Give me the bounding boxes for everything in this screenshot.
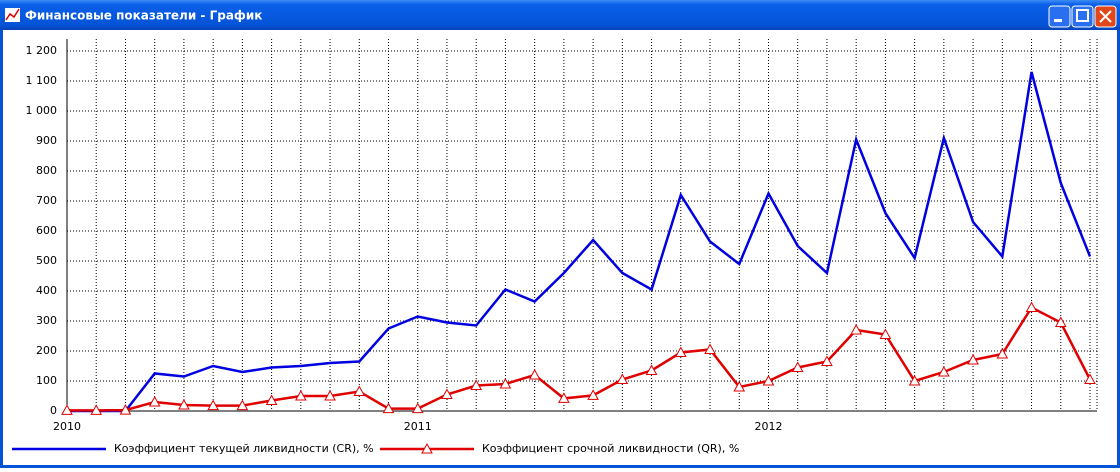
legend-label: Коэффициент текущей ликвидности (CR), % — [114, 442, 374, 455]
point-marker — [528, 368, 541, 380]
y-tick-label: 1 200 — [26, 44, 58, 57]
point-marker — [587, 389, 599, 400]
point-marker — [236, 399, 249, 411]
y-tick-label: 200 — [36, 344, 57, 357]
point-marker — [1084, 373, 1096, 384]
y-tick-label: 1 000 — [26, 104, 58, 117]
point-marker — [938, 365, 950, 377]
point-marker — [558, 392, 570, 403]
point-marker — [382, 402, 395, 414]
x-tick-label: 2010 — [53, 420, 81, 433]
point-marker — [61, 404, 73, 415]
point-marker — [148, 395, 161, 407]
y-tick-label: 900 — [36, 134, 57, 147]
y-tick-label: 300 — [36, 314, 57, 327]
point-marker — [411, 402, 424, 414]
y-tick-label: 600 — [36, 224, 57, 237]
point-marker — [733, 380, 746, 392]
point-marker — [470, 379, 483, 390]
x-tick-label: 2011 — [404, 420, 432, 433]
point-marker — [967, 353, 979, 365]
point-marker — [90, 404, 103, 415]
window-title: Финансовые показатели - График — [25, 9, 262, 23]
y-tick-label: 700 — [36, 194, 57, 207]
close-button[interactable] — [1094, 5, 1117, 28]
point-marker — [996, 347, 1009, 359]
legend-label: Коэффициент срочной ликвидности (QR), % — [482, 442, 739, 455]
point-marker — [645, 364, 658, 375]
point-marker — [762, 374, 775, 386]
window-icon — [5, 8, 20, 22]
point-marker — [791, 361, 804, 372]
y-tick-label: 1 100 — [26, 74, 58, 87]
point-marker — [908, 374, 921, 386]
series-line — [67, 71, 1092, 413]
point-marker — [674, 346, 687, 357]
point-marker — [499, 377, 512, 389]
x-tick-label: 2012 — [754, 420, 782, 433]
y-tick-label: 800 — [36, 164, 57, 177]
chart-panel — [3, 30, 1117, 465]
point-marker — [324, 389, 336, 401]
maximize-button[interactable] — [1071, 5, 1094, 28]
point-marker — [294, 389, 307, 401]
y-tick-label: 400 — [36, 284, 57, 297]
point-marker — [1054, 316, 1067, 327]
point-marker — [353, 385, 366, 396]
point-marker — [178, 398, 190, 410]
point-marker — [821, 355, 833, 366]
y-tick-label: 500 — [36, 254, 57, 267]
point-marker — [1025, 301, 1038, 312]
series-line — [67, 305, 1092, 412]
y-tick-label: 0 — [50, 404, 57, 417]
point-marker — [704, 343, 716, 354]
point-marker — [850, 323, 863, 335]
y-tick-label: 100 — [36, 374, 57, 387]
point-marker — [207, 399, 219, 411]
point-marker — [441, 388, 453, 399]
minimize-button[interactable] — [1048, 5, 1071, 28]
point-marker — [879, 328, 892, 339]
point-marker — [616, 373, 629, 384]
point-marker — [119, 404, 132, 415]
point-marker — [265, 394, 278, 405]
legend-marker — [421, 442, 433, 454]
title-bar — [0, 0, 1120, 30]
